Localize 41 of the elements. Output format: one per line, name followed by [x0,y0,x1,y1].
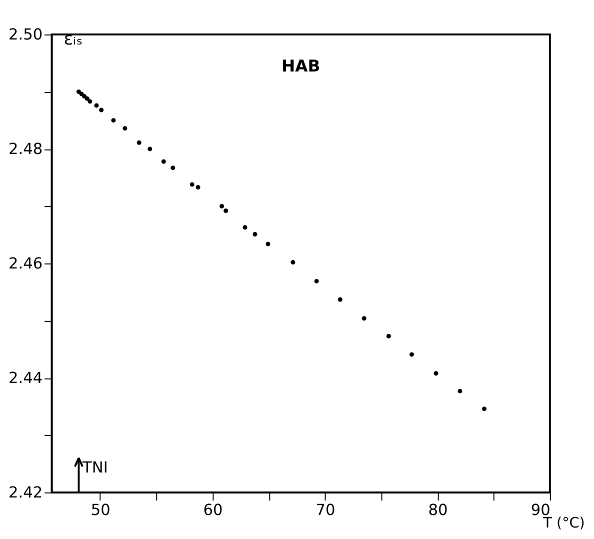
point [458,388,462,394]
ref-line-label: TNI [82,458,108,476]
point [386,334,391,338]
annotation: HAB [282,56,320,76]
point [224,208,228,214]
x-tick-label: 80 [428,500,448,519]
y-tick-label: 2.46 [8,254,43,273]
y-tick-label: 2.44 [8,369,43,388]
point [314,278,319,284]
point [252,232,258,236]
y-tick-label: 2.50 [8,26,43,44]
point [82,94,87,99]
point [409,352,414,357]
point [88,99,92,104]
point [434,371,438,376]
point [99,108,104,112]
point [111,118,116,123]
point [122,126,128,131]
y-tick-label: 2.48 [8,140,43,158]
point [84,96,90,101]
y-tick-label: 2.42 [8,484,43,502]
point [76,89,81,94]
point [266,242,270,246]
point [190,182,194,187]
x-axis-title: T (°C) [542,515,585,532]
y-axis-title: εᵢₛ [64,30,83,50]
point [161,159,166,164]
point [220,204,224,208]
point [362,316,366,321]
point [338,297,342,302]
point [148,146,152,152]
point [242,225,248,230]
point [94,103,99,108]
point [136,140,142,145]
x-tick-label: 70 [316,500,336,519]
point [290,260,296,265]
x-tick-label: 50 [90,500,110,519]
point [482,406,486,412]
x-tick-label: 60 [203,500,223,519]
point [196,185,200,190]
point [170,166,176,170]
